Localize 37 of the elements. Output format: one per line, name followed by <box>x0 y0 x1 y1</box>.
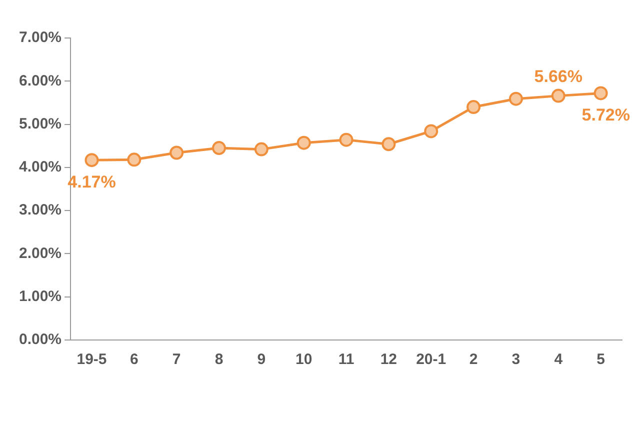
y-tick-label: 3.00% <box>18 202 62 219</box>
x-tick-label: 8 <box>214 351 224 368</box>
x-tick-label: 2 <box>469 351 478 368</box>
y-tick-label: 1.00% <box>18 288 62 305</box>
x-tick-label: 5 <box>596 351 605 368</box>
point <box>339 132 354 147</box>
x-tick-label: 9 <box>257 351 266 368</box>
x-tick-label: 12 <box>380 351 398 368</box>
point <box>382 137 396 152</box>
x-tick-label: 6 <box>130 351 138 368</box>
x-tick-label: 3 <box>512 351 520 368</box>
point <box>127 152 142 167</box>
point <box>84 153 99 168</box>
x-tick-label: 19-5 <box>76 351 107 368</box>
data-label: 4.17% <box>68 172 116 192</box>
y-tick-label: 5.00% <box>18 115 62 132</box>
point <box>170 146 184 160</box>
data-label: 5.66% <box>534 67 582 86</box>
y-tick-label: 0.00% <box>18 331 62 348</box>
point <box>551 88 566 103</box>
point <box>254 142 268 156</box>
x-tick-label: 11 <box>338 351 354 368</box>
y-tick-label: 2.00% <box>18 244 62 262</box>
point <box>424 124 438 138</box>
data-label: 5.72% <box>582 105 630 124</box>
point <box>212 141 226 156</box>
point <box>466 100 481 114</box>
x-tick-label: 7 <box>172 351 181 368</box>
y-tick-label: 4.00% <box>18 158 62 176</box>
y-tick-label: 7.00% <box>18 29 62 46</box>
point <box>296 136 311 150</box>
point <box>594 86 608 100</box>
y-tick-label: 6.00% <box>18 72 62 90</box>
x-tick-label: 4 <box>554 351 564 368</box>
x-tick-label: 10 <box>296 351 312 368</box>
point <box>508 92 523 106</box>
x-tick-label: 20-1 <box>416 351 446 368</box>
